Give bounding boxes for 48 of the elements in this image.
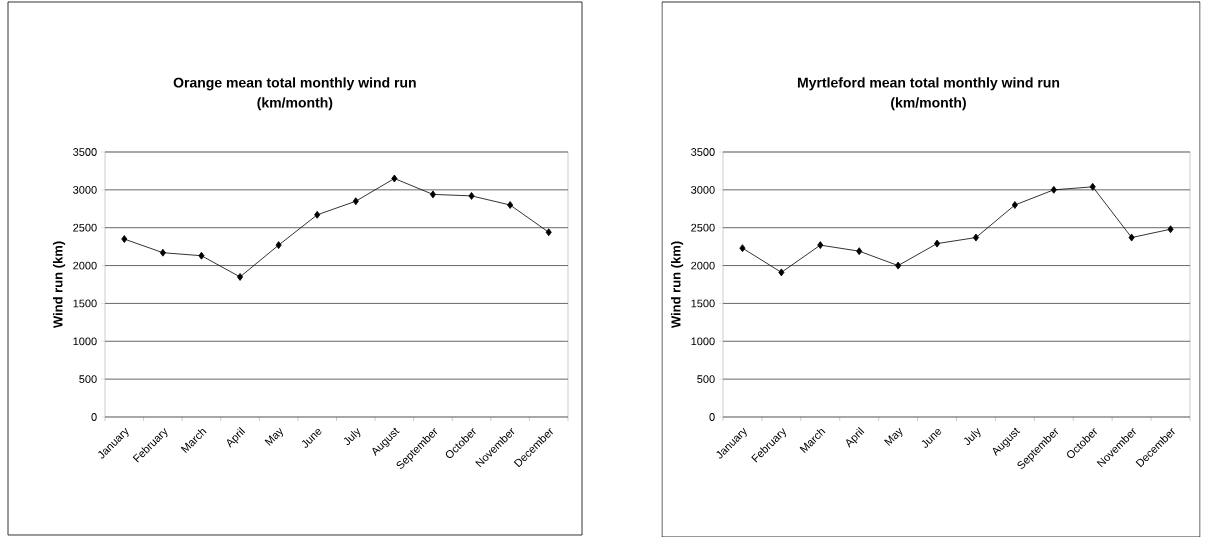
point [121, 234, 128, 243]
chart-title: Myrtleford mean total monthly wind run (km/month) [797, 77, 1060, 111]
point [1050, 185, 1057, 194]
point [198, 251, 205, 260]
y-tick-label: 1500 [691, 299, 715, 308]
y-tick-label: 1000 [73, 337, 97, 345]
point [778, 268, 785, 277]
y-tick-label: 3500 [691, 147, 715, 156]
y-tick-label: 2000 [73, 261, 97, 270]
point [1011, 200, 1018, 209]
point [1167, 225, 1174, 233]
x-tick-label: July [963, 427, 981, 445]
point [739, 244, 746, 252]
y-tick-label: 2500 [691, 223, 715, 232]
y-tick-label: 500 [79, 375, 97, 383]
y-tick-label: 1500 [73, 299, 97, 308]
point [314, 210, 321, 219]
point [545, 228, 552, 236]
y-tick-label: 3500 [73, 147, 97, 156]
point [275, 241, 282, 249]
y-tick-label: 3000 [73, 185, 97, 194]
y-axis-title: Wind run (km) [53, 241, 66, 328]
y-tick-label: 1000 [691, 337, 715, 345]
y-tick-label: 0 [91, 412, 97, 421]
point [391, 174, 398, 183]
point [468, 191, 475, 200]
point [352, 197, 359, 205]
point [237, 272, 244, 281]
point [895, 261, 902, 270]
y-axis-title: Wind run (km) [671, 241, 684, 328]
x-tick-label: May [884, 427, 903, 446]
point [159, 248, 166, 257]
point [1128, 233, 1135, 242]
point [972, 233, 979, 242]
point [856, 247, 863, 255]
x-tick-label: July [343, 427, 361, 445]
point [1089, 182, 1096, 191]
x-tick-label: May [264, 427, 283, 446]
y-tick-label: 500 [697, 375, 715, 383]
point [507, 200, 514, 209]
y-tick-label: 3000 [691, 185, 715, 194]
chart-title: Orange mean total monthly wind run (km/month) [173, 77, 416, 111]
y-tick-label: 2000 [691, 261, 715, 270]
y-tick-label: 0 [709, 412, 715, 421]
point [429, 190, 436, 199]
point [817, 241, 824, 249]
y-tick-label: 2500 [73, 223, 97, 232]
point [934, 239, 941, 248]
